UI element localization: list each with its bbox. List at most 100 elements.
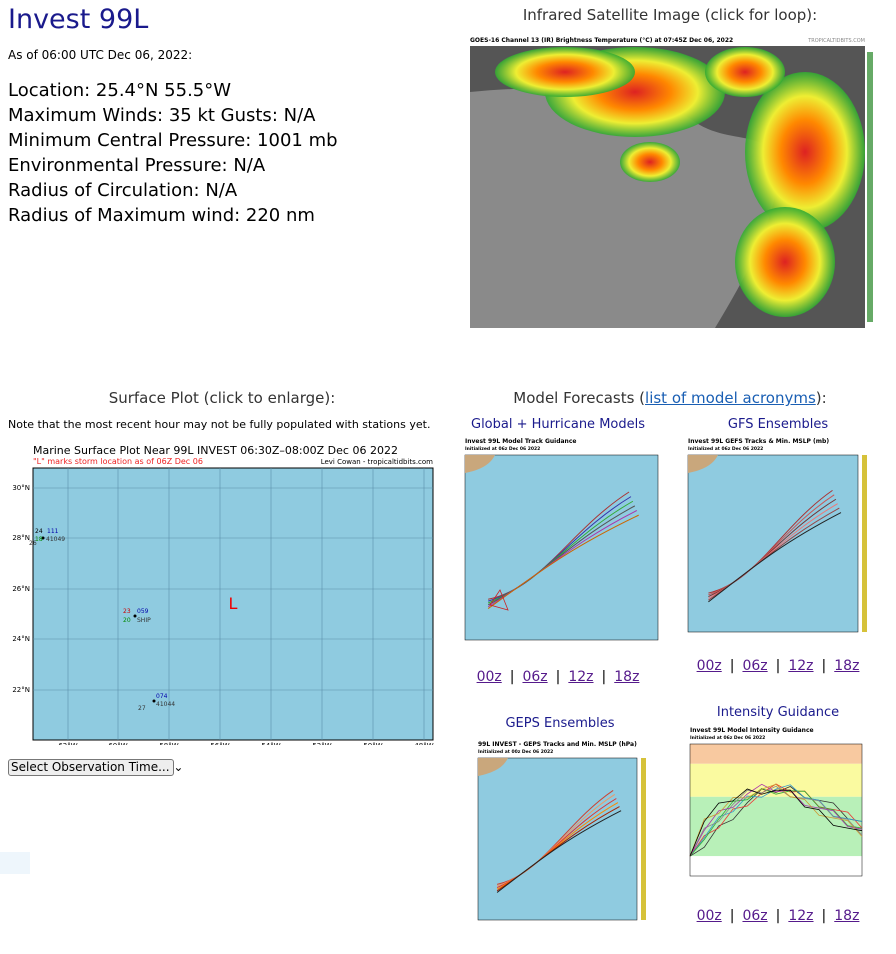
lat-label: 30°N	[12, 484, 30, 492]
detail-line: Radius of Circulation: N/A	[8, 180, 238, 201]
track	[708, 512, 842, 603]
station-text: 24	[35, 528, 43, 535]
panel-image[interactable]: Invest 99L Model Intensity GuidanceIniti…	[678, 724, 880, 886]
colorbar	[862, 455, 867, 632]
select-label: Select Observation Time...	[11, 760, 170, 774]
station-text: 111	[47, 528, 59, 535]
image-subtitle: Initialized at 06z Dec 06 2022	[688, 446, 763, 452]
detail-line: Environmental Pressure: N/A	[8, 155, 266, 176]
lon-label: 56°W	[210, 742, 229, 745]
station-text: 27	[138, 705, 146, 712]
storm-marker: L	[229, 594, 238, 613]
separator: |	[601, 669, 607, 685]
intensity-line	[689, 786, 863, 857]
lat-label: 28°N	[12, 534, 30, 542]
acronyms-link[interactable]: list of model acronyms	[645, 389, 816, 407]
panel-image[interactable]: Invest 99L Model Track GuidanceInitializ…	[453, 435, 662, 650]
track	[487, 514, 639, 609]
land	[465, 455, 495, 473]
colorbar	[641, 758, 646, 920]
run-link[interactable]: 06z	[742, 908, 768, 924]
land	[478, 758, 508, 776]
run-link[interactable]: 12z	[788, 658, 814, 674]
panel-image[interactable]: Invest 99L GEFS Tracks & Min. MSLP (mb)I…	[676, 435, 876, 642]
panel-title: Intensity Guidance	[716, 705, 840, 720]
separator: |	[555, 669, 561, 685]
details: Location: 25.4°N 55.5°W Maximum Winds: 35…	[8, 78, 338, 228]
station-dot	[41, 536, 45, 540]
station-text: 41044	[156, 701, 175, 708]
ocean	[687, 454, 859, 633]
satellite-image[interactable]: GOES-16 Channel 13 (IR) Brightness Tempe…	[455, 32, 880, 330]
lat-label: 22°N	[12, 686, 30, 694]
detail-line: Radius of Maximum wind: 220 nm	[8, 205, 315, 226]
surface-plot-title: Marine Surface Plot Near 99L INVEST 06:3…	[33, 444, 398, 457]
station-text: SHIP	[137, 617, 151, 624]
lon-label: 54°W	[261, 742, 280, 745]
intensity-line	[689, 784, 863, 857]
land	[688, 455, 718, 473]
panel-title: GEPS Ensembles	[505, 716, 615, 731]
image-subtitle: Initialized at 06z Dec 06 2022	[690, 735, 765, 741]
intensity-line	[689, 783, 863, 857]
run-link[interactable]: 12z	[788, 908, 814, 924]
panel-title: GFS Ensembles	[727, 417, 829, 432]
ocean	[464, 454, 659, 641]
satellite-image-title: GOES-16 Channel 13 (IR) Brightness Tempe…	[470, 37, 733, 44]
lon-label: 62°W	[58, 742, 77, 745]
detail-line: Minimum Central Pressure: 1001 mb	[8, 130, 338, 151]
models-heading: Model Forecasts (list of model acronyms)…	[513, 389, 826, 407]
run-link[interactable]: 12z	[568, 669, 594, 685]
lon-label: 58°W	[159, 742, 178, 745]
image-subtitle: Initialized at 00z Dec 06 2022	[478, 749, 553, 755]
surface-plot-subtitle: "L" marks storm location as of 06Z Dec 0…	[33, 457, 203, 466]
heading-prefix: Model Forecasts (	[513, 389, 646, 407]
station-text: 20	[123, 617, 131, 624]
station-text: 41049	[46, 536, 65, 543]
panel-title: Global + Hurricane Models	[470, 417, 646, 432]
lon-label: 50°W	[363, 742, 382, 745]
observation-time-select[interactable]: Select Observation Time... ⌄	[8, 759, 183, 776]
lon-label: 48°W	[414, 742, 433, 745]
run-link[interactable]: 06z	[742, 658, 768, 674]
blank-box	[0, 852, 30, 874]
lon-label: 60°W	[108, 742, 127, 745]
separator: |	[729, 908, 735, 924]
heading-suffix: ):	[815, 389, 827, 407]
separator: |	[509, 669, 515, 685]
panel-image[interactable]: 99L INVEST - GEPS Tracks and Min. MSLP (…	[466, 738, 655, 930]
detail-line: Maximum Winds: 35 kt Gusts: N/A	[8, 105, 316, 126]
run-link[interactable]: 06z	[522, 669, 548, 685]
intensity-line	[689, 788, 863, 857]
run-link[interactable]: 00z	[476, 669, 502, 685]
band	[690, 856, 862, 876]
link-row: 00z | 06z | 12z | 18z	[697, 658, 860, 674]
run-link[interactable]: 00z	[696, 908, 722, 924]
run-link[interactable]: 18z	[614, 669, 640, 685]
detail-line: Location: 25.4°N 55.5°W	[8, 80, 232, 101]
run-link[interactable]: 18z	[834, 658, 860, 674]
station-text: 059	[137, 608, 149, 615]
station-text: 23	[123, 608, 131, 615]
as-of: As of 06:00 UTC Dec 06, 2022:	[8, 48, 193, 62]
run-link[interactable]: 18z	[834, 908, 860, 924]
station-dot	[152, 699, 156, 703]
separator: |	[821, 658, 827, 674]
track	[496, 810, 622, 893]
track	[489, 589, 509, 611]
image-title: Invest 99L GEFS Tracks & Min. MSLP (mb)	[688, 438, 829, 445]
intensity-line	[689, 785, 863, 857]
station-dot	[133, 614, 137, 618]
station-text: 074	[156, 693, 168, 700]
image-title: 99L INVEST - GEPS Tracks and Min. MSLP (…	[478, 741, 637, 748]
band	[690, 763, 862, 797]
intensity-line	[689, 787, 863, 857]
separator: |	[775, 658, 781, 674]
run-link[interactable]: 00z	[696, 658, 722, 674]
surface-plot[interactable]: Marine Surface Plot Near 99L INVEST 06:3…	[8, 440, 438, 745]
image-title: Invest 99L Model Track Guidance	[465, 438, 576, 445]
station-text: 26	[29, 540, 37, 547]
link-row: 00z | 06z | 12z | 18z	[477, 669, 640, 685]
satellite-credit: TROPICALTIDBITS.COM	[807, 38, 865, 44]
